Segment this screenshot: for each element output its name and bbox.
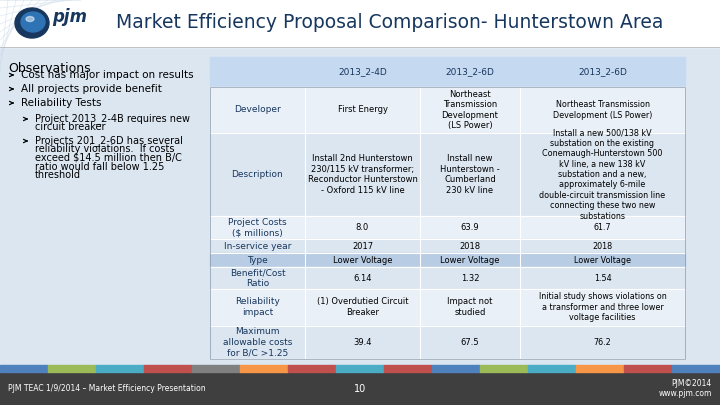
- Text: Lower Voltage: Lower Voltage: [333, 256, 392, 265]
- Bar: [210, 289, 685, 326]
- Text: 1.54: 1.54: [594, 273, 611, 283]
- Text: 2013_2-6D: 2013_2-6D: [578, 68, 627, 77]
- Ellipse shape: [26, 17, 34, 21]
- Text: (1) Overdutied Circuit
Breaker: (1) Overdutied Circuit Breaker: [317, 297, 408, 317]
- Text: Reliability
impact: Reliability impact: [235, 297, 280, 317]
- Text: Developer: Developer: [234, 105, 281, 114]
- Text: threshold: threshold: [35, 170, 81, 180]
- Bar: [210, 87, 685, 133]
- Text: Projects 201_2-6D has several: Projects 201_2-6D has several: [35, 136, 183, 147]
- Text: Install new
Hunterstown -
Cumberland
230 kV line: Install new Hunterstown - Cumberland 230…: [440, 154, 500, 195]
- Text: 8.0: 8.0: [356, 223, 369, 232]
- Text: Benefit/Cost
Ratio: Benefit/Cost Ratio: [230, 269, 285, 288]
- Text: First Energy: First Energy: [338, 105, 387, 114]
- Bar: [210, 216, 685, 239]
- Text: Install 2nd Hunterstown
230/115 kV transformer;
Reconductor Hunterstown
- Oxford: Install 2nd Hunterstown 230/115 kV trans…: [307, 154, 418, 195]
- Text: 2018: 2018: [593, 242, 613, 251]
- Text: circuit breaker: circuit breaker: [35, 122, 106, 132]
- Text: 10: 10: [354, 384, 366, 394]
- Text: Impact not
studied: Impact not studied: [447, 297, 492, 317]
- Bar: [210, 254, 685, 267]
- Bar: [528, 365, 576, 372]
- Text: 67.5: 67.5: [461, 338, 480, 347]
- Bar: [240, 365, 288, 372]
- Text: 2013_2-6D: 2013_2-6D: [446, 68, 495, 77]
- Text: 2017: 2017: [352, 242, 373, 251]
- Bar: [96, 365, 144, 372]
- Bar: [210, 239, 685, 254]
- Text: 6.14: 6.14: [354, 273, 372, 283]
- Text: 1.32: 1.32: [461, 273, 480, 283]
- Text: In-service year: In-service year: [224, 242, 291, 251]
- Text: reliability violations.  If costs: reliability violations. If costs: [35, 145, 174, 154]
- Text: pjm: pjm: [52, 8, 87, 26]
- Bar: [624, 365, 672, 372]
- Text: Cost has major impact on results: Cost has major impact on results: [21, 70, 194, 80]
- Text: 63.9: 63.9: [461, 223, 480, 232]
- Bar: [672, 365, 720, 372]
- Text: Northeast Transmission
Development (LS Power): Northeast Transmission Development (LS P…: [553, 100, 652, 119]
- Bar: [336, 365, 384, 372]
- Bar: [288, 365, 336, 372]
- Text: ratio would fall below 1.25: ratio would fall below 1.25: [35, 162, 164, 171]
- Text: 76.2: 76.2: [593, 338, 611, 347]
- Text: Type: Type: [247, 256, 268, 265]
- Text: PJM©2014: PJM©2014: [672, 379, 712, 388]
- Text: Project Costs
($ millions): Project Costs ($ millions): [228, 218, 287, 238]
- Bar: [0, 365, 48, 372]
- Bar: [144, 365, 192, 372]
- Ellipse shape: [21, 12, 45, 32]
- Bar: [384, 365, 432, 372]
- Bar: [192, 365, 240, 372]
- Text: All projects provide benefit: All projects provide benefit: [21, 84, 162, 94]
- Bar: [210, 57, 685, 87]
- Bar: [576, 365, 624, 372]
- Text: Northeast
Transmission
Development
(LS Power): Northeast Transmission Development (LS P…: [441, 90, 498, 130]
- Text: Reliability Tests: Reliability Tests: [21, 98, 102, 108]
- Bar: [48, 365, 96, 372]
- Text: Project 2013_2-4B requires new: Project 2013_2-4B requires new: [35, 113, 190, 124]
- Bar: [0, 372, 720, 405]
- Bar: [210, 133, 685, 216]
- Text: Description: Description: [232, 170, 284, 179]
- Bar: [210, 87, 685, 359]
- Text: Lower Voltage: Lower Voltage: [574, 256, 631, 265]
- Text: Install a new 500/138 kV
substation on the existing
Conemaugh-Hunterstown 500
kV: Install a new 500/138 kV substation on t…: [539, 128, 665, 221]
- Text: 2018: 2018: [459, 242, 480, 251]
- Bar: [0, 0, 720, 47]
- Text: Initial study shows violations on
a transformer and three lower
voltage faciliti: Initial study shows violations on a tran…: [539, 292, 667, 322]
- Text: exceed $14.5 million then B/C: exceed $14.5 million then B/C: [35, 153, 182, 163]
- Text: PJM TEAC 1/9/2014 – Market Efficiency Presentation: PJM TEAC 1/9/2014 – Market Efficiency Pr…: [8, 384, 206, 393]
- Bar: [432, 365, 480, 372]
- Text: Maximum
allowable costs
for B/C >1.25: Maximum allowable costs for B/C >1.25: [222, 327, 292, 357]
- Text: 39.4: 39.4: [354, 338, 372, 347]
- Text: Market Efficiency Proposal Comparison- Hunterstown Area: Market Efficiency Proposal Comparison- H…: [117, 13, 664, 32]
- Text: www.pjm.com: www.pjm.com: [659, 389, 712, 398]
- Text: Observations: Observations: [8, 62, 91, 75]
- Bar: [210, 326, 685, 359]
- Text: 61.7: 61.7: [594, 223, 611, 232]
- Text: 2013_2-4D: 2013_2-4D: [338, 68, 387, 77]
- Ellipse shape: [15, 8, 49, 38]
- Text: Lower Voltage: Lower Voltage: [440, 256, 500, 265]
- Bar: [480, 365, 528, 372]
- Bar: [210, 267, 685, 289]
